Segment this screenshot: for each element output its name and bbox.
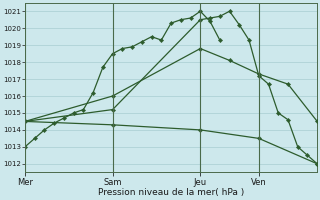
X-axis label: Pression niveau de la mer( hPa ): Pression niveau de la mer( hPa ) (98, 188, 244, 197)
